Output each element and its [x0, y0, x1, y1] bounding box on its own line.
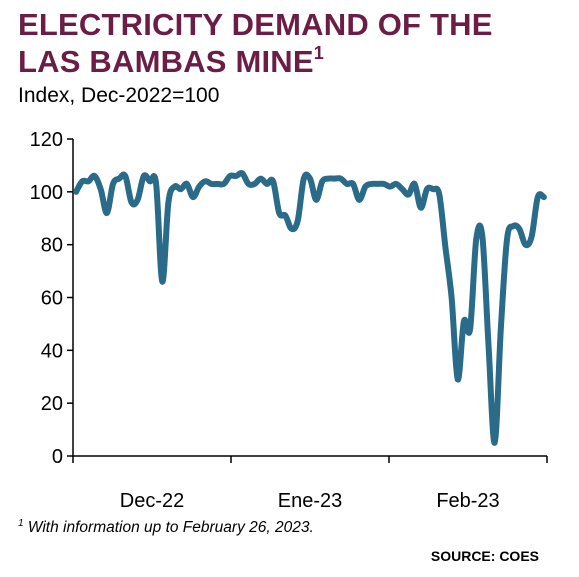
- y-tick-label: 0: [52, 446, 63, 468]
- footnote: 1 With information up to February 26, 20…: [18, 518, 314, 537]
- chart-title: ELECTRICITY DEMAND OF THE LAS BAMBAS MIN…: [18, 6, 493, 80]
- chart-subtitle: Index, Dec-2022=100: [18, 84, 220, 107]
- series-line: [73, 170, 547, 446]
- y-tick-label: 20: [41, 393, 63, 415]
- title-footnote-mark: 1: [313, 43, 324, 63]
- chart-title-line-2: LAS BAMBAS MINE1: [18, 43, 493, 80]
- footnote-mark: 1: [18, 518, 24, 529]
- y-tick-label: 80: [41, 235, 63, 257]
- y-tick-label: 120: [30, 129, 63, 151]
- chart-title-line-1: ELECTRICITY DEMAND OF THE: [18, 7, 493, 42]
- y-tick-label: 40: [41, 340, 63, 362]
- x-tick-label: Dec-22: [120, 490, 184, 512]
- x-tick-label: Feb-23: [436, 490, 499, 512]
- y-tick-label: 60: [41, 288, 63, 310]
- x-tick-label: Ene-23: [278, 490, 343, 512]
- footnote-text: With information up to February 26, 2023…: [27, 519, 314, 537]
- source-label: SOURCE: COES: [430, 548, 539, 564]
- line-chart: 0 20 40 60 80 100 120 Dec-22 Ene-23 Feb-23: [30, 129, 548, 512]
- y-tick-label: 100: [30, 182, 63, 204]
- chart-title-line-2-text: LAS BAMBAS MINE: [18, 44, 314, 79]
